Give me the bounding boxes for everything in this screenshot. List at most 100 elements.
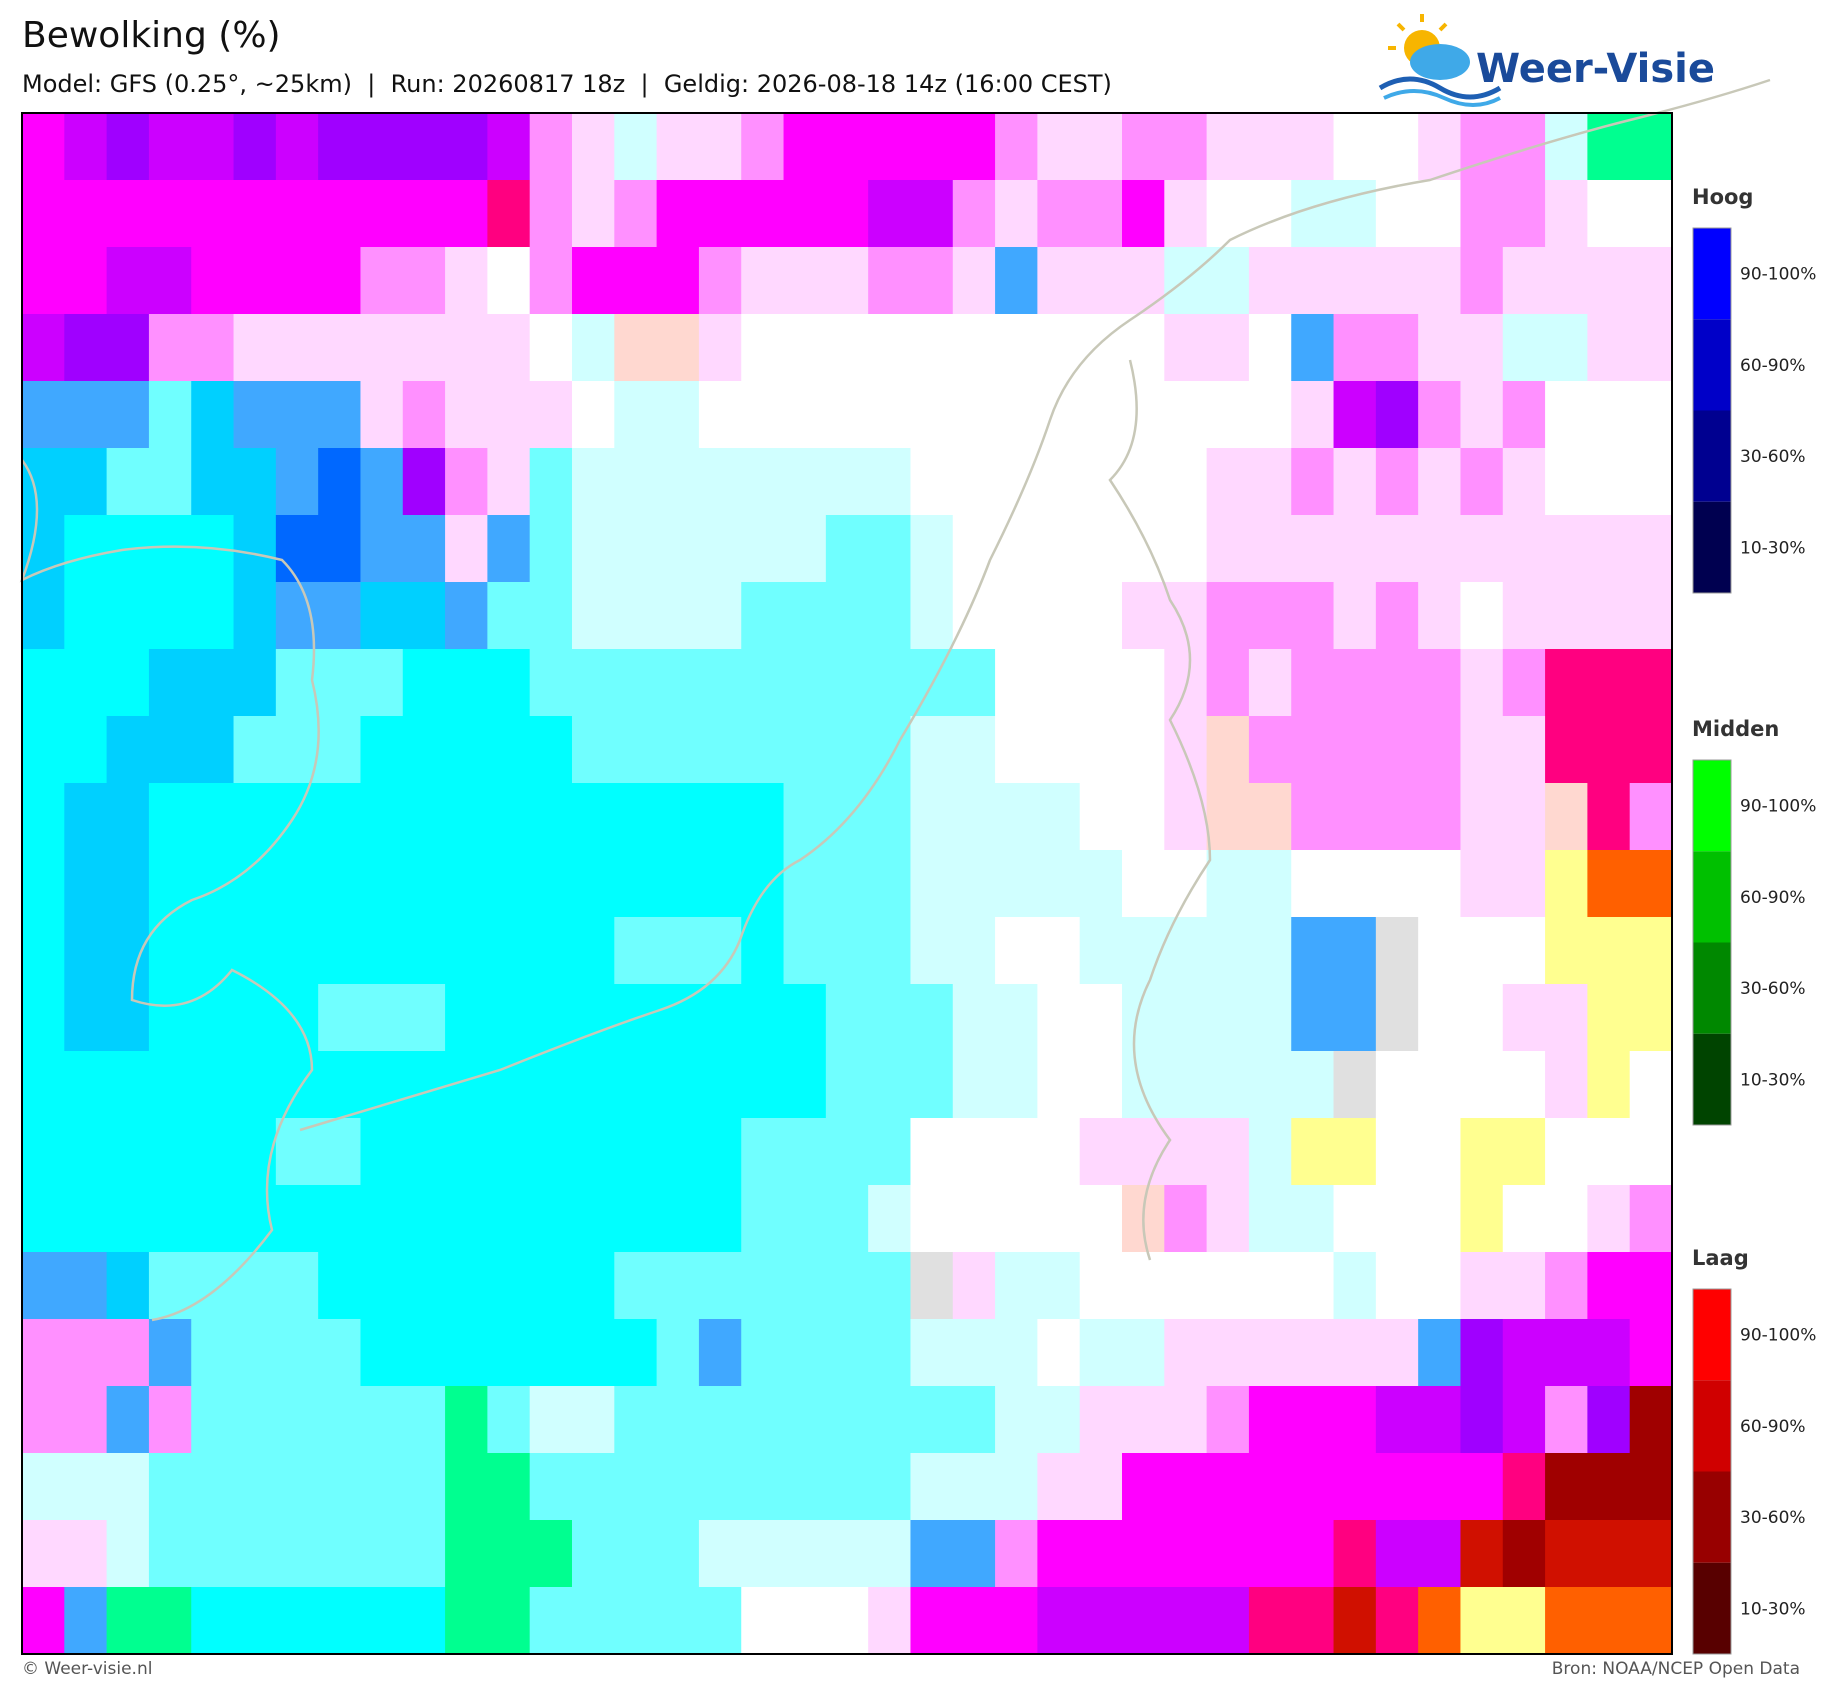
map-cell bbox=[360, 113, 404, 181]
map-cell bbox=[952, 1386, 996, 1454]
map-cell bbox=[825, 850, 869, 918]
map-cell bbox=[656, 381, 700, 449]
map-cell bbox=[910, 582, 954, 650]
map-cell bbox=[318, 716, 361, 784]
map-cell bbox=[1122, 917, 1165, 985]
map-cell bbox=[783, 716, 827, 784]
map-cell bbox=[868, 314, 911, 382]
map-cell bbox=[233, 1587, 277, 1655]
map-cell bbox=[614, 1453, 658, 1521]
map-cell bbox=[1629, 1319, 1673, 1387]
map-cell bbox=[1545, 1386, 1588, 1454]
map-cell bbox=[275, 180, 319, 248]
map-cell bbox=[1122, 582, 1165, 650]
map-cell bbox=[1502, 1051, 1546, 1119]
map-cell bbox=[106, 984, 150, 1052]
coastline bbox=[19, 78, 1771, 1322]
map-cell bbox=[1333, 783, 1377, 851]
map-cell bbox=[995, 1319, 1038, 1387]
map-cell bbox=[572, 381, 615, 449]
map-cell bbox=[572, 1051, 615, 1119]
map-cell bbox=[148, 984, 192, 1052]
map-cell bbox=[1418, 917, 1461, 985]
map-cell bbox=[868, 1252, 911, 1320]
map-cell bbox=[106, 1252, 150, 1320]
map-cell bbox=[572, 716, 615, 784]
map-cell bbox=[868, 247, 911, 315]
map-cell bbox=[656, 1118, 700, 1186]
map-cell bbox=[1375, 180, 1419, 248]
map-cell bbox=[1545, 649, 1588, 717]
map-cell bbox=[402, 113, 446, 181]
map-cell bbox=[22, 515, 65, 583]
map-cell bbox=[614, 1587, 658, 1655]
map-cell bbox=[233, 113, 277, 181]
map-cell bbox=[614, 1185, 658, 1253]
map-cell bbox=[1629, 582, 1673, 650]
legend-label: 90-100% bbox=[1740, 797, 1816, 817]
map-cell bbox=[1545, 1185, 1588, 1253]
map-cell bbox=[1248, 1118, 1292, 1186]
map-cell bbox=[952, 582, 996, 650]
map-cell bbox=[1164, 1453, 1208, 1521]
map-cell bbox=[1206, 1252, 1250, 1320]
map-cell bbox=[825, 1520, 869, 1588]
legend-swatch bbox=[1693, 942, 1731, 1034]
map-cell bbox=[487, 515, 531, 583]
map-cell bbox=[360, 1386, 404, 1454]
map-cell bbox=[529, 1587, 573, 1655]
map-cell bbox=[275, 515, 319, 583]
map-cell bbox=[868, 180, 911, 248]
map-cell bbox=[1164, 448, 1208, 516]
map-cell bbox=[360, 247, 404, 315]
map-cell bbox=[1122, 1319, 1165, 1387]
map-cell bbox=[1164, 1118, 1208, 1186]
map-cell bbox=[148, 649, 192, 717]
map-cell bbox=[64, 1185, 108, 1253]
map-cell bbox=[783, 1520, 827, 1588]
map-cell bbox=[656, 314, 700, 382]
map-cell bbox=[868, 783, 911, 851]
map-cell bbox=[952, 783, 996, 851]
map-cell bbox=[783, 247, 827, 315]
map-cell bbox=[1460, 1386, 1504, 1454]
map-cell bbox=[741, 783, 785, 851]
map-cell bbox=[529, 1252, 573, 1320]
map-cell bbox=[1291, 247, 1335, 315]
map-cell bbox=[698, 381, 742, 449]
map-cell bbox=[1375, 314, 1419, 382]
map-cell bbox=[995, 314, 1038, 382]
map-cell bbox=[402, 1453, 446, 1521]
map-cell bbox=[1248, 113, 1292, 181]
map-cell bbox=[360, 1587, 404, 1655]
map-cell bbox=[910, 1386, 954, 1454]
legend-label: 30-60% bbox=[1740, 979, 1806, 999]
map-cell bbox=[1587, 381, 1631, 449]
map-frame bbox=[21, 112, 1673, 1655]
map-cell bbox=[1164, 381, 1208, 449]
map-cell bbox=[1291, 1587, 1335, 1655]
map-cell bbox=[952, 515, 996, 583]
map-cell bbox=[656, 917, 700, 985]
map-cell bbox=[233, 1386, 277, 1454]
map-cell bbox=[783, 582, 827, 650]
map-cell bbox=[1545, 1252, 1588, 1320]
map-cell bbox=[360, 515, 404, 583]
map-cell bbox=[1418, 716, 1461, 784]
map-cell bbox=[910, 783, 954, 851]
map-cell bbox=[1206, 917, 1250, 985]
map-cell bbox=[106, 917, 150, 985]
map-cell bbox=[529, 917, 573, 985]
map-cell bbox=[995, 716, 1038, 784]
map-cell bbox=[1545, 1051, 1588, 1119]
map-cell bbox=[106, 1520, 150, 1588]
map-cell bbox=[1037, 247, 1081, 315]
map-cell bbox=[64, 515, 108, 583]
map-cell bbox=[1545, 247, 1588, 315]
map-cell bbox=[64, 716, 108, 784]
map-cell bbox=[783, 1319, 827, 1387]
map-cell bbox=[1122, 1520, 1165, 1588]
map-cell bbox=[952, 448, 996, 516]
map-cell bbox=[360, 716, 404, 784]
map-cell bbox=[318, 850, 361, 918]
